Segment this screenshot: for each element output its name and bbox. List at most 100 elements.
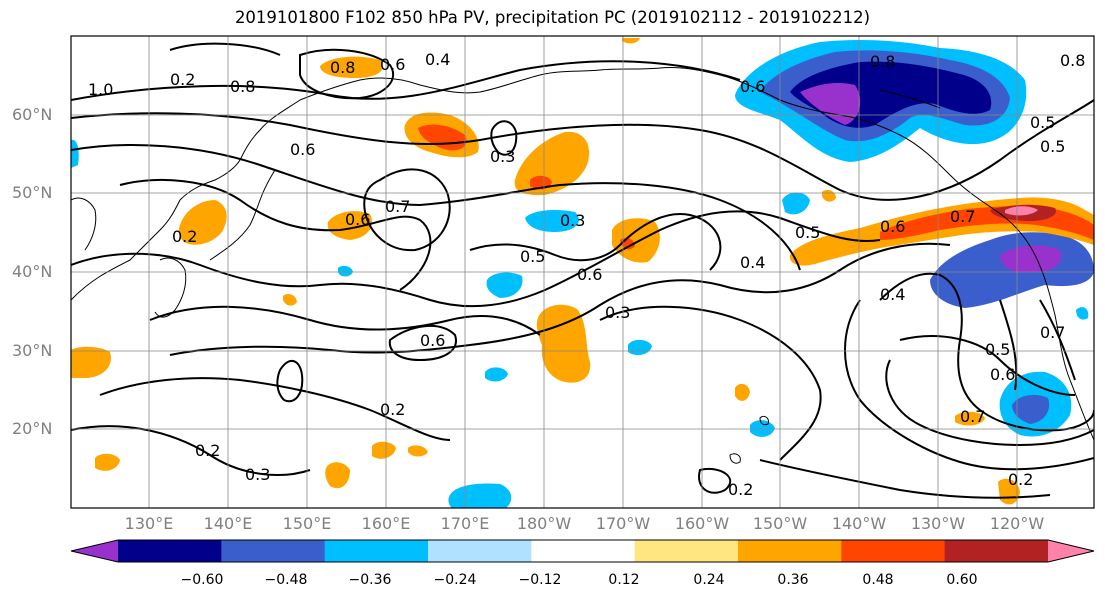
contour-label: 0.6 xyxy=(577,265,602,284)
lon-label-170w: 170°W xyxy=(595,514,651,533)
contour-line xyxy=(599,305,822,461)
contour-line xyxy=(885,359,1094,447)
contour-label: 0.3 xyxy=(245,465,270,484)
lat-label-40n: 40°N xyxy=(12,262,53,281)
contour-line xyxy=(999,299,1018,391)
colorbar-tick-label: 0.48 xyxy=(862,572,894,588)
pos-region-west xyxy=(327,211,372,240)
contour-line xyxy=(71,99,1094,201)
lon-label-170e: 170°E xyxy=(440,514,490,533)
neg-region-small-4 xyxy=(782,192,810,215)
contour-line xyxy=(99,377,451,441)
coastline-hawaii-2 xyxy=(759,415,769,426)
coastline-china xyxy=(71,197,97,251)
coastline-alaska-south xyxy=(879,89,941,109)
neg-region-south-core xyxy=(1012,394,1050,424)
contour-label: 0.5 xyxy=(795,223,820,242)
contour-label: 0.7 xyxy=(1040,323,1065,342)
pos-region-south-1 xyxy=(95,453,120,471)
colorbar-tick-label: −0.24 xyxy=(433,572,477,588)
contour-label: 0.3 xyxy=(490,147,515,166)
contour-label: 0.6 xyxy=(880,217,905,236)
pos-region-japan-sea xyxy=(178,200,227,245)
map-frame xyxy=(70,35,1095,509)
lon-label-130w: 130°W xyxy=(910,514,966,533)
colorbar-swatch xyxy=(634,540,739,562)
contour-line xyxy=(759,459,1051,499)
contour-label: 0.6 xyxy=(290,140,315,159)
graticule xyxy=(71,36,1094,508)
contour-label: 0.2 xyxy=(728,480,753,499)
colorbar-outline xyxy=(70,539,1095,563)
contour-label: 0.6 xyxy=(345,210,370,229)
pos-region-south-4 xyxy=(408,445,428,457)
contour-label: 0.4 xyxy=(880,285,905,304)
contour-label: 0.8 xyxy=(330,58,355,77)
neg-region-small-7 xyxy=(485,367,508,382)
contour-line xyxy=(844,299,1094,471)
lat-label-50n: 50°N xyxy=(12,183,53,202)
neg-region-small-10 xyxy=(338,265,353,277)
neg-region-small-1 xyxy=(486,272,523,298)
contour-label: 0.4 xyxy=(740,253,765,272)
coastline-japan xyxy=(209,169,276,261)
contour-label: 1.0 xyxy=(88,80,113,99)
contour-label: 0.3 xyxy=(605,303,630,322)
contour-label: 0.6 xyxy=(740,77,765,96)
neg-region-small-9 xyxy=(1076,307,1089,320)
coastlines xyxy=(71,67,1094,464)
contour-label: 0.6 xyxy=(420,331,445,350)
lon-label-160e: 160°E xyxy=(361,514,411,533)
neg-region-small-6 xyxy=(628,339,652,356)
contour-label: 0.7 xyxy=(950,207,975,226)
colorbar-extend-high xyxy=(1048,540,1094,562)
lat-label-60n: 60°N xyxy=(12,105,53,124)
contour-label: 0.8 xyxy=(870,52,895,71)
neg-region-small-3 xyxy=(448,483,512,508)
lon-label-180w: 180°W xyxy=(516,514,572,533)
pos-region-philippine xyxy=(71,346,111,378)
contour-line xyxy=(276,360,304,403)
neg-region-small-5 xyxy=(750,420,775,437)
colorbar xyxy=(70,539,1095,563)
contour-label: 0.2 xyxy=(172,227,197,246)
contour-line xyxy=(71,60,741,101)
pos-region-south-5 xyxy=(955,411,985,426)
contour-line xyxy=(899,335,1076,396)
colorbar-swatch xyxy=(428,540,532,562)
colorbar-tick-label: 0.36 xyxy=(777,572,809,588)
contour-label: 0.5 xyxy=(520,247,545,266)
contour-label: 0.7 xyxy=(385,197,410,216)
lon-label-140e: 140°E xyxy=(203,514,253,533)
contour-label: 0.8 xyxy=(230,77,255,96)
contour-line xyxy=(71,210,881,308)
pos-region-170w xyxy=(612,218,660,263)
pos-region-small-mid xyxy=(283,294,297,306)
contour-line xyxy=(149,305,541,336)
colorbar-swatch xyxy=(531,540,636,562)
coastline-hawaii xyxy=(729,453,741,464)
lat-label-30n: 30°N xyxy=(12,341,53,360)
lon-label-160w: 160°W xyxy=(674,514,730,533)
neg-region-small-2 xyxy=(525,210,579,232)
neg-region-small-8 xyxy=(71,139,79,168)
contour-label: 0.2 xyxy=(195,441,220,460)
colorbar-swatch xyxy=(118,540,222,562)
colorbar-tick-label: −0.36 xyxy=(348,572,392,588)
contour-line xyxy=(363,168,451,252)
lon-label-150w: 150°W xyxy=(752,514,808,533)
precipitation-shading xyxy=(71,38,1094,508)
pos-region-band-east-pink xyxy=(1005,206,1038,216)
map-title: 2019101800 F102 850 hPa PV, precipitatio… xyxy=(234,8,871,27)
neg-region-westcoast-core xyxy=(1000,245,1062,273)
contour-line xyxy=(879,272,1094,432)
colorbar-swatch xyxy=(221,540,326,562)
contour-label-layer: 0.8 0.6 0.41.00.2 0.80.6 0.30.80.60.50.70.6 0… xyxy=(88,50,1085,499)
lon-label-120w: 120°W xyxy=(989,514,1045,533)
coastline-north-america xyxy=(539,67,1094,441)
lon-label-150e: 150°E xyxy=(282,514,332,533)
colorbar-swatch xyxy=(841,540,946,562)
lon-label-140w: 140°W xyxy=(831,514,887,533)
pos-region-small-north xyxy=(622,38,640,44)
